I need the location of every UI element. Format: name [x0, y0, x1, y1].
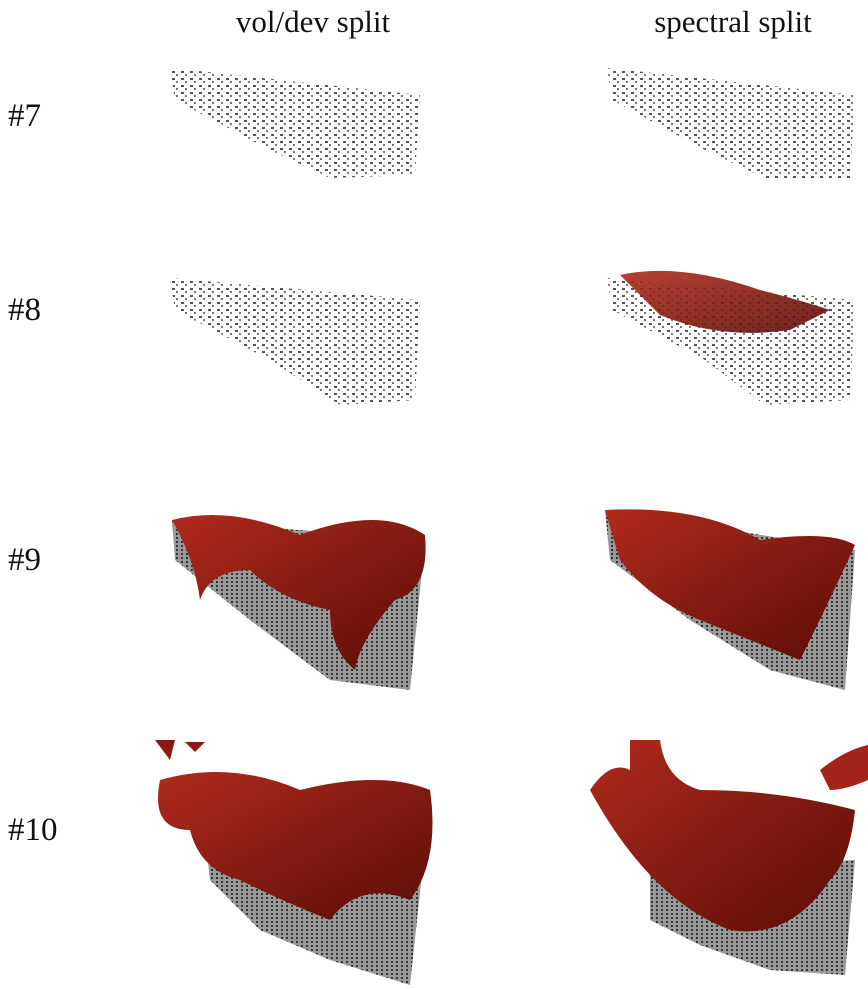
- red-region: [820, 745, 868, 790]
- point-cloud: [170, 278, 420, 405]
- column-header: spectral split: [583, 4, 868, 40]
- column-header: vol/dev split: [163, 4, 463, 40]
- figure: vol/dev split spectral split #7 #8 #9 #1…: [0, 0, 868, 989]
- point-cloud: [170, 68, 420, 178]
- row-label: #10: [8, 812, 58, 849]
- row-label: #9: [8, 542, 41, 579]
- row-label: #7: [8, 98, 41, 135]
- point-cloud: [607, 68, 855, 178]
- row-label: #8: [8, 292, 41, 329]
- red-region: [155, 740, 205, 760]
- renderings: [0, 0, 868, 989]
